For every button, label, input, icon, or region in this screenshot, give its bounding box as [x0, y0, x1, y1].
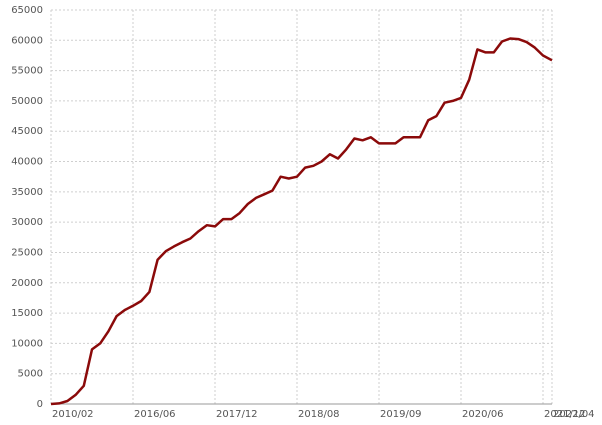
- y-tick-label: 65000: [11, 5, 43, 16]
- x-tick-label: 2021/12: [544, 409, 586, 420]
- y-tick-label: 45000: [11, 126, 43, 137]
- y-tick-label: 50000: [11, 96, 43, 107]
- y-tick-label: 25000: [11, 247, 43, 258]
- y-tick-label: 0: [37, 399, 43, 410]
- y-tick-label: 10000: [11, 338, 43, 349]
- x-tick-label: 2022/04: [553, 409, 595, 420]
- line: [50, 37, 553, 406]
- y-tick-label: 35000: [11, 187, 43, 198]
- y-tick-label: 30000: [11, 217, 43, 228]
- y-tick-label: 40000: [11, 157, 43, 168]
- x-tick-label: 2016/06: [134, 409, 176, 420]
- x-tick-label: 2010/02: [52, 409, 94, 420]
- y-tick-label: 20000: [11, 278, 43, 289]
- y-tick-label: 15000: [11, 308, 43, 319]
- y-tick-label: 55000: [11, 66, 43, 77]
- y-tick-label: 60000: [11, 35, 43, 46]
- x-tick-label: 2020/06: [462, 409, 504, 420]
- y-tick-label: 5000: [18, 369, 43, 380]
- x-tick-label: 2017/12: [216, 409, 258, 420]
- x-tick-label: 2019/09: [380, 409, 422, 420]
- x-tick-label: 2018/08: [298, 409, 340, 420]
